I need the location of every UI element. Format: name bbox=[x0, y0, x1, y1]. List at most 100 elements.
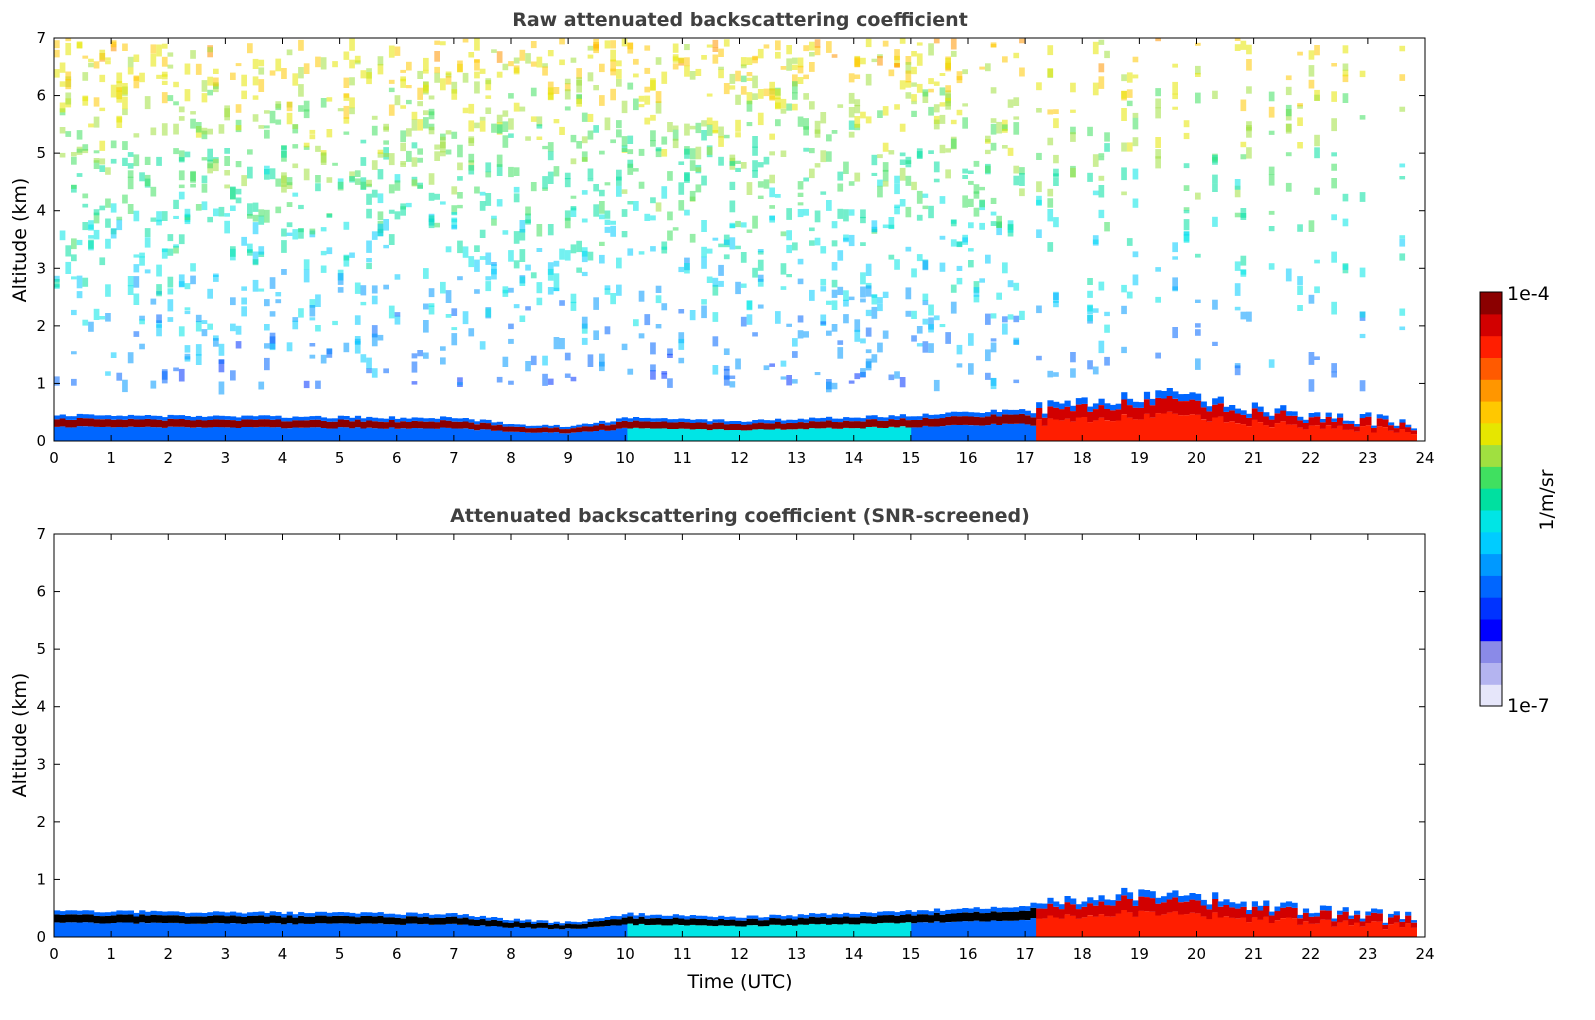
noise-cell bbox=[247, 250, 253, 256]
noise-cell bbox=[769, 215, 775, 223]
noise-cell bbox=[161, 211, 168, 221]
backscatter-cell bbox=[207, 912, 214, 916]
backscatter-cell bbox=[797, 917, 804, 925]
noise-cell bbox=[99, 158, 106, 165]
noise-cell bbox=[110, 44, 117, 52]
backscatter-cell bbox=[763, 429, 770, 441]
backscatter-cell bbox=[167, 426, 174, 441]
backscatter-cell bbox=[542, 424, 549, 428]
noise-cell bbox=[82, 144, 89, 151]
noise-cell bbox=[945, 332, 951, 344]
noise-cell bbox=[797, 181, 804, 190]
noise-cell bbox=[581, 190, 588, 195]
backscatter-cell bbox=[1002, 414, 1009, 424]
backscatter-cell bbox=[871, 419, 878, 427]
backscatter-cell bbox=[797, 924, 804, 937]
noise-cell bbox=[298, 67, 304, 79]
noise-cell bbox=[122, 157, 128, 166]
noise-cell bbox=[735, 281, 741, 295]
x-tick-label: 24 bbox=[1415, 945, 1434, 963]
noise-cell bbox=[860, 368, 866, 377]
backscatter-cell bbox=[854, 917, 861, 925]
backscatter-cell bbox=[740, 917, 748, 921]
colorbar-swatch bbox=[1480, 444, 1502, 467]
noise-cell bbox=[638, 333, 645, 339]
noise-cell bbox=[1240, 40, 1247, 50]
backscatter-cell bbox=[258, 415, 265, 420]
noise-cell bbox=[241, 74, 247, 87]
backscatter-cell bbox=[1410, 922, 1417, 928]
noise-cell bbox=[865, 38, 872, 48]
backscatter-cell bbox=[1002, 907, 1009, 912]
backscatter-cell bbox=[1297, 427, 1304, 441]
backscatter-cell bbox=[1126, 899, 1134, 913]
backscatter-cell bbox=[882, 915, 889, 923]
colorbar-swatch bbox=[1480, 400, 1502, 424]
backscatter-cell bbox=[712, 429, 719, 441]
backscatter-cell bbox=[519, 923, 526, 928]
noise-cell bbox=[576, 98, 582, 107]
noise-cell bbox=[996, 222, 1002, 236]
noise-cell bbox=[1246, 126, 1252, 138]
noise-cell bbox=[76, 291, 83, 299]
noise-cell bbox=[59, 230, 66, 241]
noise-cell bbox=[360, 285, 367, 296]
backscatter-cell bbox=[320, 420, 327, 428]
backscatter-cell bbox=[1161, 398, 1168, 414]
noise-cell bbox=[581, 323, 588, 334]
noise-cell bbox=[241, 175, 247, 187]
backscatter-cell bbox=[1371, 425, 1378, 428]
backscatter-cell bbox=[644, 925, 651, 937]
noise-cell bbox=[814, 237, 821, 246]
noise-cell bbox=[190, 118, 196, 129]
backscatter-cell bbox=[916, 427, 924, 441]
noise-cell bbox=[655, 91, 662, 103]
noise-cell bbox=[502, 110, 509, 117]
backscatter-cell bbox=[88, 910, 95, 915]
noise-cell bbox=[973, 287, 980, 297]
noise-cell bbox=[576, 141, 582, 149]
noise-cell bbox=[315, 325, 321, 332]
noise-cell bbox=[411, 361, 418, 373]
noise-cell bbox=[655, 148, 662, 158]
noise-cell bbox=[105, 57, 111, 61]
noise-cell bbox=[933, 119, 940, 130]
noise-cell bbox=[865, 263, 872, 276]
noise-cell bbox=[150, 186, 157, 197]
backscatter-cell bbox=[354, 427, 362, 441]
backscatter-cell bbox=[1115, 409, 1122, 421]
backscatter-cell bbox=[133, 415, 140, 420]
backscatter-cell bbox=[701, 429, 708, 441]
backscatter-cell bbox=[757, 920, 765, 927]
backscatter-cell bbox=[201, 427, 208, 441]
noise-cell bbox=[1053, 154, 1059, 164]
noise-cell bbox=[547, 142, 554, 152]
noise-cell bbox=[1092, 190, 1099, 196]
backscatter-cell bbox=[65, 419, 72, 428]
backscatter-cell bbox=[780, 916, 787, 920]
noise-cell bbox=[513, 260, 520, 269]
backscatter-cell bbox=[1115, 403, 1122, 410]
noise-cell bbox=[292, 320, 299, 330]
backscatter-cell bbox=[1354, 424, 1361, 427]
noise-cell bbox=[156, 219, 162, 226]
backscatter-cell bbox=[394, 422, 401, 429]
backscatter-cell bbox=[1388, 425, 1395, 431]
backscatter-cell bbox=[1172, 413, 1179, 441]
noise-cell bbox=[218, 381, 225, 395]
noise-cell bbox=[928, 343, 934, 353]
noise-cell bbox=[156, 264, 162, 277]
noise-cell bbox=[1047, 188, 1054, 197]
colorbar-swatch bbox=[1480, 640, 1502, 663]
backscatter-cell bbox=[553, 432, 560, 441]
backscatter-cell bbox=[729, 925, 736, 937]
backscatter-cell bbox=[1138, 896, 1145, 911]
backscatter-cell bbox=[82, 910, 89, 915]
backscatter-cell bbox=[962, 908, 969, 913]
backscatter-cell bbox=[752, 420, 759, 424]
noise-cell bbox=[320, 354, 327, 364]
noise-cell bbox=[161, 80, 168, 85]
backscatter-cell bbox=[451, 916, 458, 924]
backscatter-cell bbox=[275, 415, 282, 420]
noise-cell bbox=[269, 343, 276, 351]
